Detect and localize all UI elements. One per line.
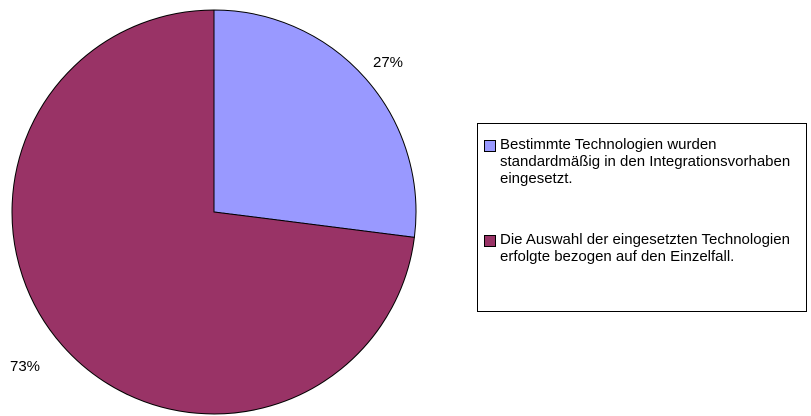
legend-swatch-standard — [484, 140, 496, 152]
pie-slices — [11, 9, 417, 415]
slice-value-label-individual: 73% — [10, 358, 40, 375]
legend-label-individual: Die Auswahl der eingesetzten Technologie… — [500, 231, 790, 265]
legend: Bestimmte Technologien wurden standardmä… — [477, 123, 807, 312]
legend-swatch-individual — [484, 235, 496, 247]
legend-item-individual: Die Auswahl der eingesetzten Technologie… — [484, 231, 800, 265]
slice-value-label-standard: 27% — [373, 54, 403, 71]
legend-item-standard: Bestimmte Technologien wurden standardmä… — [484, 136, 800, 187]
legend-label-standard: Bestimmte Technologien wurden standardmä… — [500, 136, 791, 187]
pie-slice-standard — [213, 9, 417, 238]
pie-slice-individual — [11, 9, 415, 415]
